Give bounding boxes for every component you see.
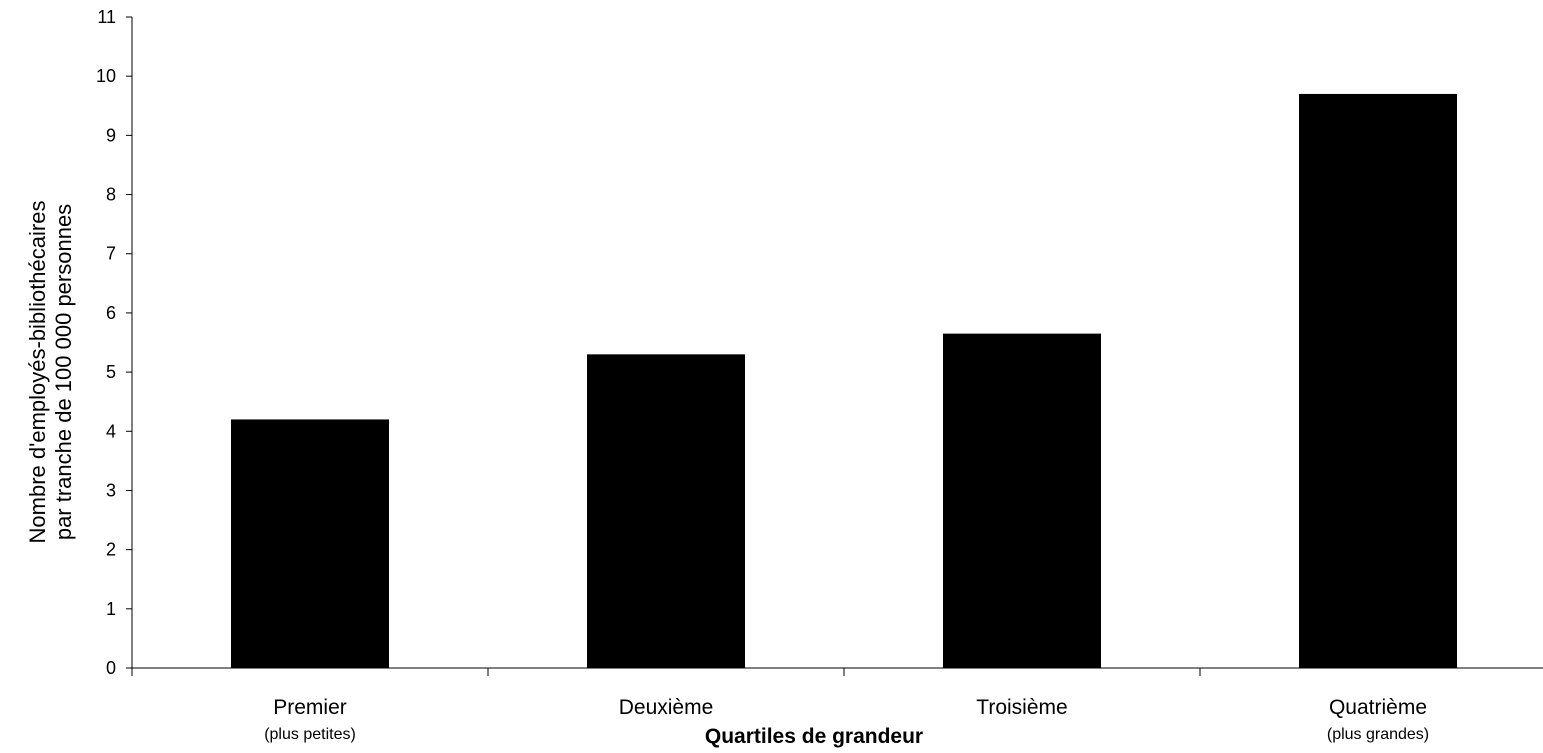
category-label: Quatrième [1329, 696, 1427, 719]
y-tick-label: 2 [106, 540, 116, 560]
y-tick-label: 4 [106, 421, 116, 441]
y-tick-label: 7 [106, 244, 116, 264]
category-sublabel: (plus grandes) [1327, 726, 1429, 743]
y-tick-label: 11 [97, 7, 116, 27]
category-sublabel: (plus petites) [264, 726, 356, 743]
x-axis-title: Quartiles de grandeur [705, 725, 923, 748]
bar-Troisième [943, 333, 1101, 668]
y-axis-title-line-2: par tranche de 100 000 personnes [51, 204, 76, 540]
bar-Deuxième [587, 354, 745, 668]
y-tick-label: 9 [106, 125, 116, 145]
category-label: Premier [273, 696, 347, 719]
y-axis-title-line-1: Nombre d'employés-bibliothécaires [25, 201, 50, 544]
y-tick-label: 6 [106, 303, 116, 323]
category-label: Troisième [976, 696, 1067, 719]
y-tick-label: 5 [106, 362, 116, 382]
category-label: Deuxième [619, 696, 714, 719]
y-tick-label: 1 [106, 599, 116, 619]
y-tick-label: 0 [106, 658, 116, 678]
category-labels: Premier (plus petites) Deuxième Troisième Qu… [264, 696, 1429, 743]
bar-Quatrième [1299, 93, 1457, 669]
y-axis: 0 1 2 3 4 5 6 7 8 9 10 11 [96, 7, 133, 678]
y-tick-label: 3 [106, 480, 116, 500]
y-axis-title: Nombre d'employés-bibliothécaires par tr… [25, 201, 76, 544]
bar-Premier [231, 419, 389, 668]
y-tick-label: 10 [96, 66, 116, 86]
x-axis [131, 667, 1543, 676]
y-tick-label: 8 [106, 185, 116, 205]
bars [231, 93, 1457, 669]
